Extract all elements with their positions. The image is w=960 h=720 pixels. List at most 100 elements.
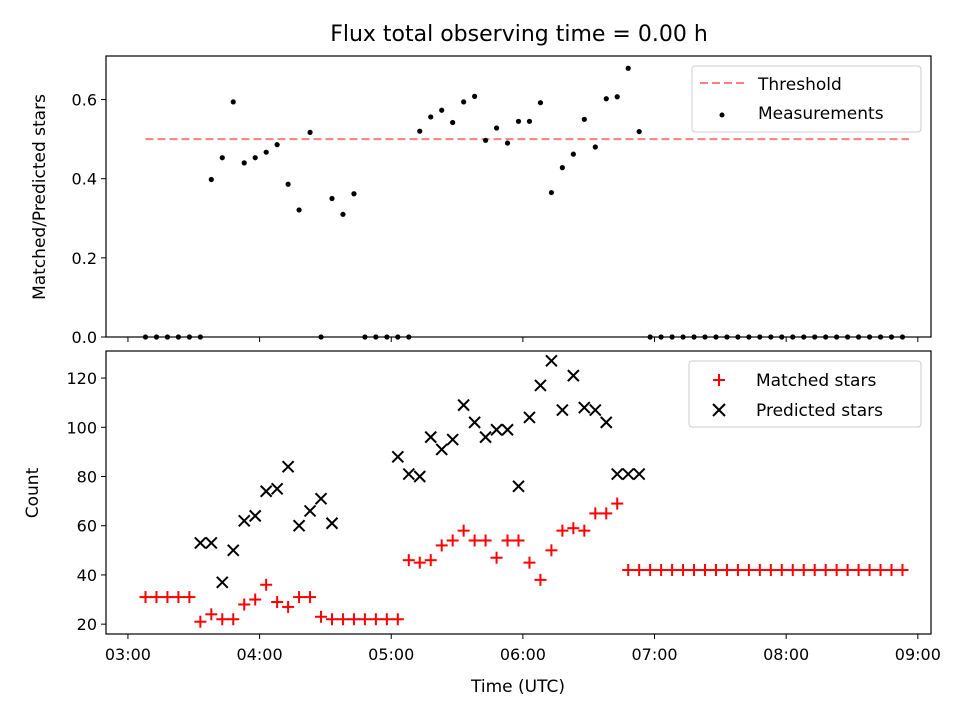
legend-threshold-label: Threshold [757,75,842,95]
predicted-star-point [435,443,448,456]
predicted-star-point [501,423,514,436]
matched-star-point [644,564,657,577]
measurement-point [439,107,445,113]
matched-star-point [534,573,547,586]
predicted-star-point [270,482,284,496]
predicted-star-point [611,467,624,481]
matched-star-point [688,564,701,577]
predicted-star-point [457,398,470,412]
matched-star-point [293,591,306,604]
bottom-xtick-label: 09:00 [895,645,941,664]
matched-star-point [753,564,766,577]
legend-measurements-label: Measurements [758,104,884,124]
bottom-xtick-label: 07:00 [631,645,677,664]
predicted-star-point [281,460,295,473]
predicted-star-point [622,467,635,481]
measurement-point [614,94,620,100]
measurement-point [274,142,280,148]
matched-star-point [260,578,273,591]
predicted-star-point [523,411,536,424]
bottom-ytick-label: 60 [77,517,97,536]
matched-star-point [896,564,909,577]
measurement-point [208,176,214,183]
measurement-point [307,129,313,135]
matched-star-point [315,610,328,623]
bottom-ytick-label: 80 [77,468,97,487]
measurement-point [230,99,236,105]
top-ylabel: Matched/Predicted stars [30,94,50,300]
predicted-star-point [534,379,547,392]
predicted-star-point [578,401,591,414]
bottom-xtick-label: 08:00 [763,645,809,664]
top-ytick-label: 0.0 [72,328,97,347]
matched-star-point [556,524,569,537]
matched-star-point [523,556,536,569]
predicted-star-point [238,514,251,528]
top-legend: Threshold Measurements [691,65,922,133]
measurement-point [559,165,565,171]
matched-star-point [600,507,613,520]
bottom-xlabel: Time (UTC) [470,677,565,697]
matched-star-point [227,613,240,626]
legend-predicted-swatch [712,403,726,417]
predicted-star-point [292,519,306,532]
bottom-xtick-label: 05:00 [368,645,414,664]
matched-star-point [468,534,481,547]
bottom-plot-area: 20 40 60 80 100 120 03:00 04:00 05:00 06:00 07:00 0… [66,354,941,664]
top-ytick-label: 0.2 [72,249,97,268]
bottom-ytick-label: 100 [66,418,97,437]
predicted-star-point [589,403,602,417]
bottom-xtick-label: 03:00 [105,645,151,664]
predicted-star-point [413,470,426,483]
measurement-point [548,189,555,196]
measurement-point [461,99,467,105]
matched-star-point [633,564,646,577]
matched-star-point [194,615,207,628]
matched-star-point [512,534,525,547]
matched-star-point [282,600,295,613]
matched-star-point [172,591,185,604]
top-ytick-label: 0.6 [72,91,97,110]
matched-star-point [150,591,163,604]
measurement-point [417,128,423,134]
matched-star-point [358,613,371,626]
matched-star-point [863,564,876,577]
predicted-star-point [490,423,503,436]
measurement-point [285,181,291,187]
measurement-point [252,155,258,161]
bottom-xtick-label: 06:00 [500,645,546,664]
measurement-point [329,195,335,202]
matched-star-point [655,564,668,577]
measurement-point [526,118,533,124]
matched-star-point [183,591,196,604]
measurement-point [603,96,609,102]
measurement-point [219,155,225,161]
matched-star-point [567,522,580,535]
predicted-star-point [468,416,481,429]
matched-star-point [874,564,887,577]
predicted-star-point [303,504,317,518]
measurement-point [241,160,247,166]
predicted-star-point [600,416,613,429]
matched-star-point [611,497,624,510]
measurement-point [504,140,511,146]
matched-star-point [304,591,317,604]
matched-star-point [841,564,854,577]
bottom-legend-box [688,360,922,428]
legend-matched-label: Matched stars [756,371,876,391]
predicted-star-point [545,354,558,368]
predicted-star-point [325,517,339,530]
predicted-star-point [512,480,525,493]
top-ytick-label: 0.4 [72,170,97,189]
matched-star-point [446,534,459,547]
matched-star-point [775,564,788,577]
measurement-point [296,207,302,213]
measurement-point [263,149,269,155]
matched-star-point [545,544,558,557]
measurement-point [340,211,346,217]
legend-measurements-swatch [719,112,725,118]
measurement-point [450,119,456,126]
matched-star-point [325,613,338,626]
matched-star-point [380,613,393,626]
predicted-star-point [391,450,405,464]
